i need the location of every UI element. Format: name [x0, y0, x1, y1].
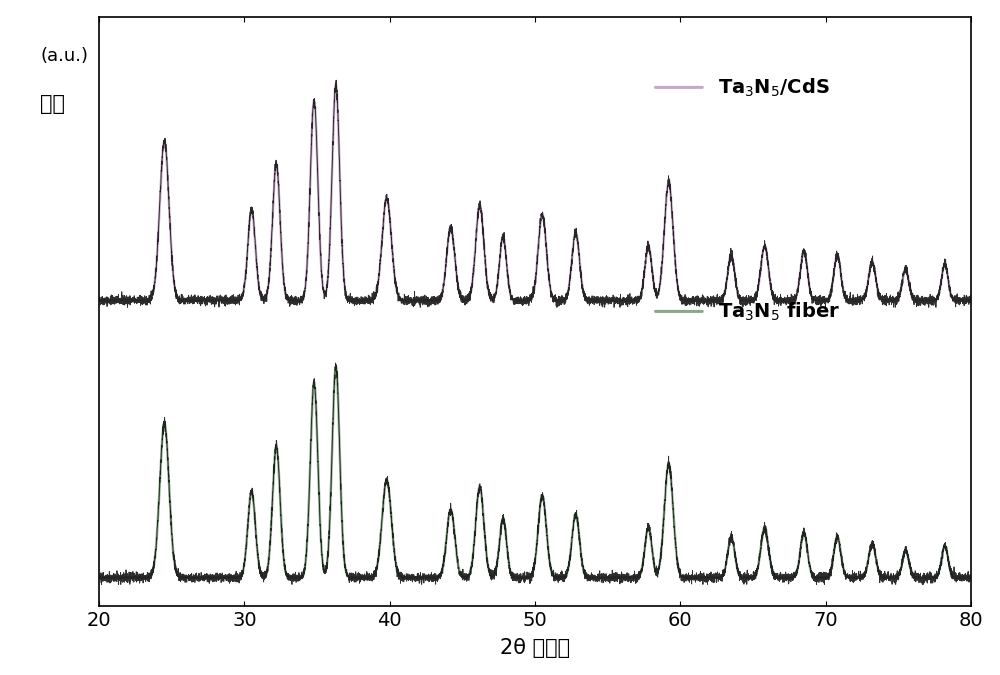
Text: (a.u.): (a.u.) — [40, 47, 88, 65]
X-axis label: 2θ （度）: 2θ （度） — [500, 639, 570, 658]
Text: Ta$_3$N$_5$ fiber: Ta$_3$N$_5$ fiber — [718, 300, 840, 323]
Text: 强度: 强度 — [40, 95, 65, 115]
Text: Ta$_3$N$_5$/CdS: Ta$_3$N$_5$/CdS — [718, 76, 830, 99]
